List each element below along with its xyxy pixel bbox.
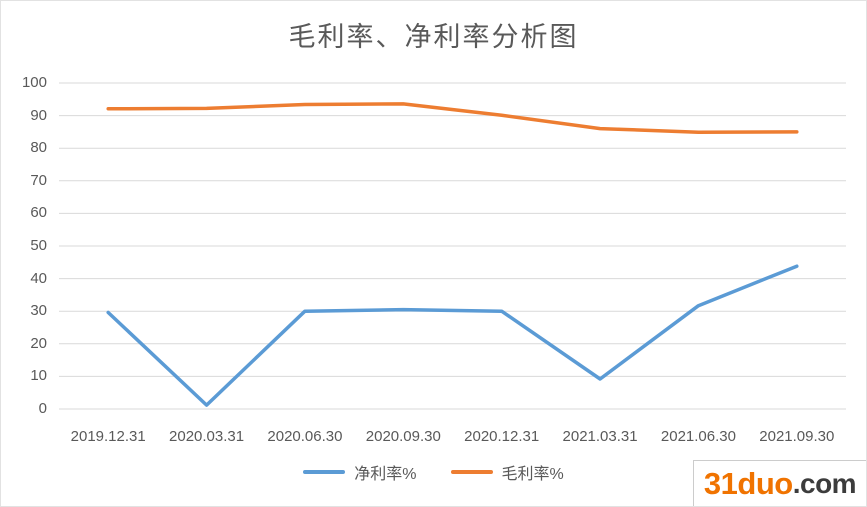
chart-legend: 净利率% 毛利率% <box>1 460 866 484</box>
x-tick-label: 2020.09.30 <box>365 428 441 445</box>
x-tick-label: 2021.06.30 <box>660 428 736 445</box>
x-tick-label: 2020.03.31 <box>169 428 245 445</box>
x-tick-label: 2020.06.30 <box>267 428 343 445</box>
legend-label: 净利率% <box>354 466 417 483</box>
chart-title: 毛利率、净利率分析图 <box>288 22 579 52</box>
watermark-logo[interactable]: 31duo .com <box>693 460 866 506</box>
y-tick-label: 70 <box>30 171 47 189</box>
x-tick-label: 2019.12.31 <box>70 428 146 445</box>
y-tick-label: 30 <box>30 302 47 320</box>
legend-swatch-icon <box>303 470 346 474</box>
y-tick-label: 60 <box>30 204 47 222</box>
x-tick-label: 2020.12.31 <box>464 428 540 445</box>
y-tick-label: 10 <box>30 367 47 385</box>
y-tick-label: 40 <box>30 269 47 287</box>
x-tick-label: 2021.09.30 <box>759 428 835 445</box>
x-tick-label: 2021.03.31 <box>562 428 638 445</box>
legend-swatch-icon <box>450 470 493 474</box>
series-line-1 <box>106 102 799 134</box>
y-tick-label: 100 <box>21 74 47 91</box>
y-tick-label: 20 <box>30 334 47 352</box>
legend-item-0: 净利率% <box>303 460 417 484</box>
y-tick-label: 90 <box>30 106 47 124</box>
legend-label: 毛利率% <box>501 466 564 483</box>
logo-brand-text: 31duo <box>703 466 793 501</box>
y-tick-label: 0 <box>38 400 47 417</box>
y-tick-label: 80 <box>30 139 47 157</box>
series-line-0 <box>106 264 799 407</box>
y-tick-label: 50 <box>30 237 47 254</box>
logo-suffix-text: .com <box>792 467 857 499</box>
legend-item-1: 毛利率% <box>450 460 564 484</box>
